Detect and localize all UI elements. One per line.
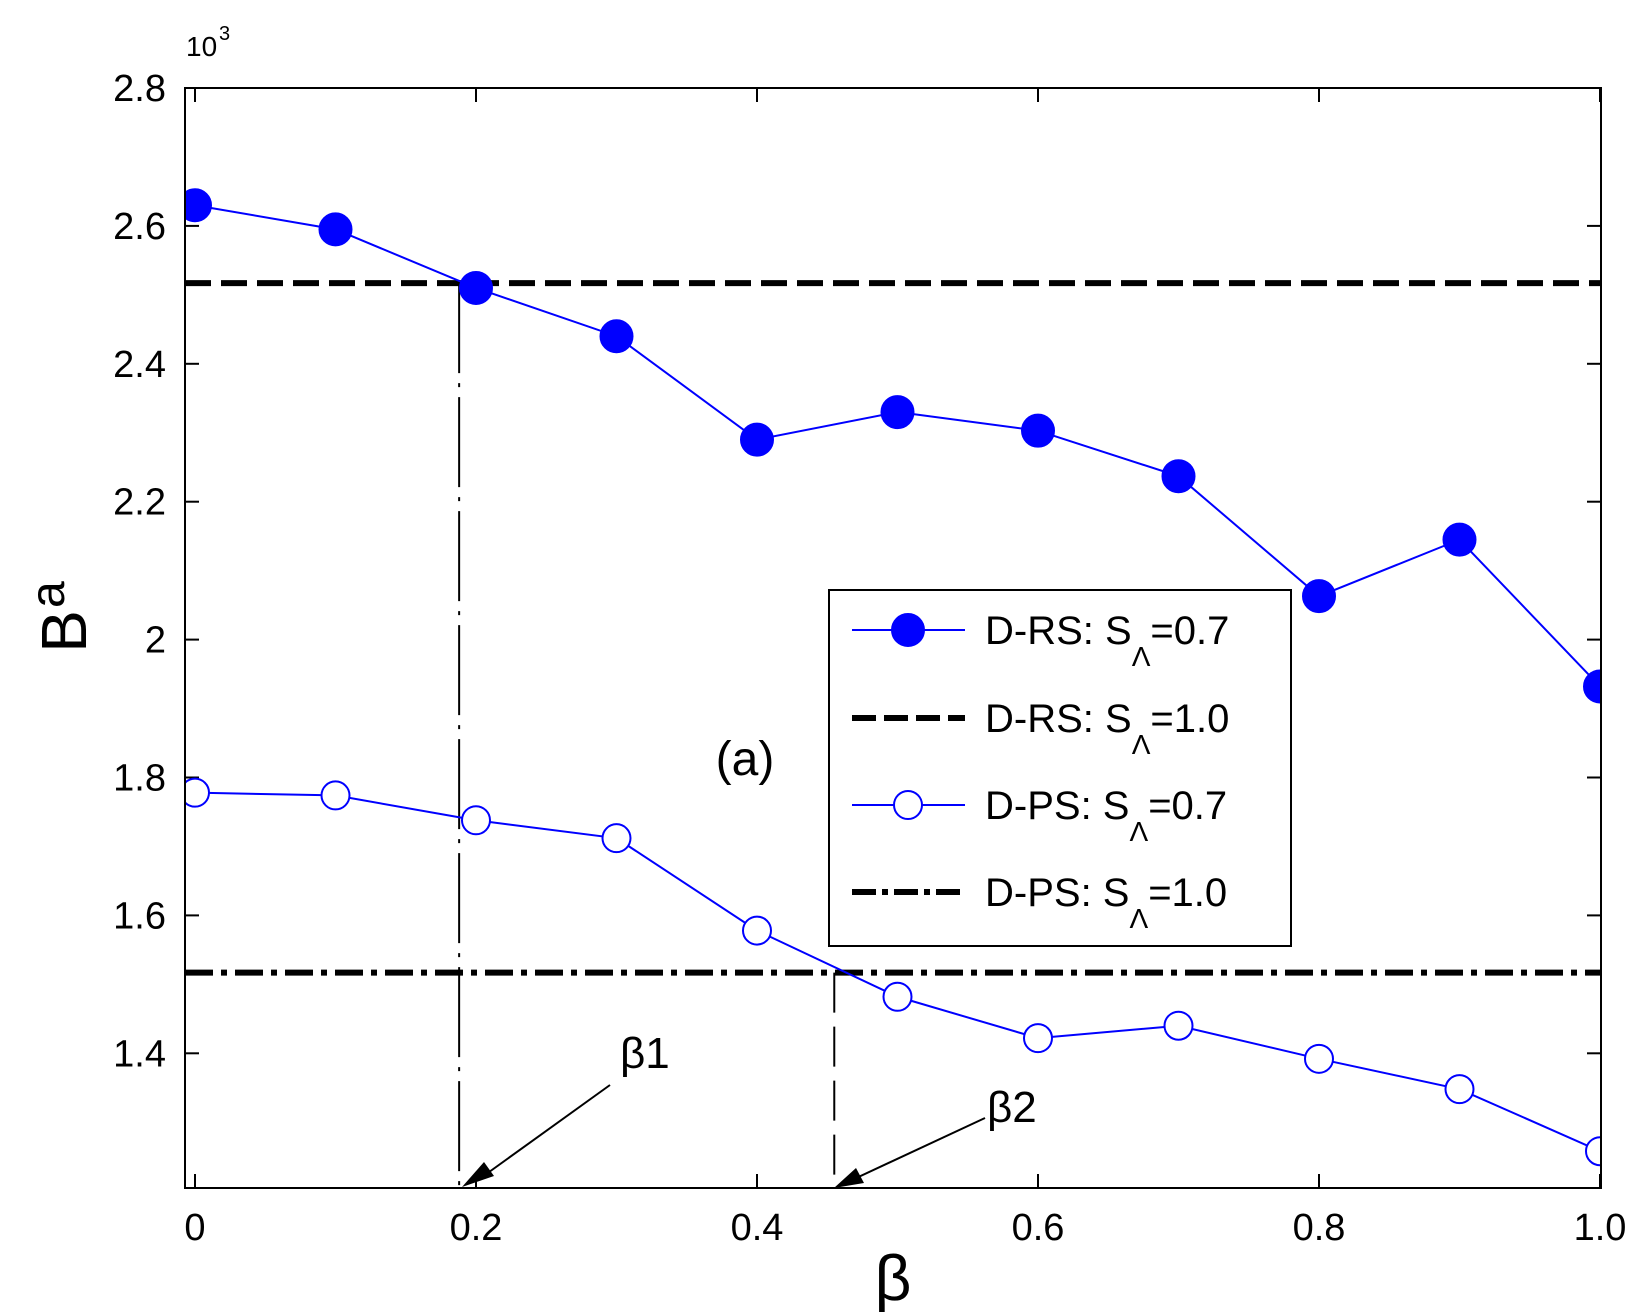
x-tick-label: 0.6 xyxy=(1012,1207,1065,1249)
data-point-drs07 xyxy=(1161,459,1196,494)
data-point-dps07 xyxy=(1304,1043,1334,1074)
legend-label-value: =0.7 xyxy=(1150,609,1229,653)
data-point-dps07 xyxy=(742,915,772,946)
legend-label-main: D-RS: S xyxy=(985,697,1132,741)
data-point-drs07 xyxy=(459,270,493,305)
data-point-drs07 xyxy=(880,395,915,430)
beta1-label: β1 xyxy=(620,1029,670,1078)
legend-label: D-PS: SΛ=1.0 xyxy=(985,871,1227,934)
y-tick-label: 1.4 xyxy=(113,1033,166,1075)
legend-label-main: D-PS: S xyxy=(985,871,1129,915)
data-point-drs07 xyxy=(1442,522,1477,557)
legend-swatch-marker xyxy=(893,790,923,820)
y-tick-label: 1.8 xyxy=(113,758,166,800)
y-tick-label: 2 xyxy=(145,620,166,662)
legend-label-main: D-PS: S xyxy=(985,784,1129,828)
plot-frame xyxy=(184,87,1602,1189)
beta2-label: β2 xyxy=(987,1083,1037,1132)
legend-label-subscript: Λ xyxy=(1132,729,1151,760)
reference-lines xyxy=(185,280,1601,976)
legend-items: D-RS: SΛ=0.7D-RS: SΛ=1.0D-PS: SΛ=0.7D-PS… xyxy=(852,609,1229,934)
legend-label: D-RS: SΛ=0.7 xyxy=(985,609,1229,672)
data-point-dps07 xyxy=(1163,1010,1194,1041)
y-tick-label: 2.2 xyxy=(113,482,166,524)
y-tick-label: 1.6 xyxy=(113,895,166,937)
legend-label-value: =1.0 xyxy=(1148,871,1227,915)
data-point-drs07 xyxy=(1302,579,1336,614)
y-axis-label-main: B xyxy=(28,610,100,653)
x-tick-label: 1.0 xyxy=(1574,1207,1627,1249)
legend: D-RS: SΛ=0.7D-RS: SΛ=1.0D-PS: SΛ=0.7D-PS… xyxy=(828,589,1292,947)
y-axis-label-superscript: a xyxy=(22,581,75,608)
data-point-dps07 xyxy=(461,805,491,836)
y-tick-label: 2.8 xyxy=(113,68,166,110)
data-point-dps07 xyxy=(185,777,210,808)
panel-label: (a) xyxy=(716,733,775,786)
data-point-drs07 xyxy=(599,319,634,354)
data-point-drs07 xyxy=(1021,413,1055,448)
legend-swatch-marker xyxy=(891,613,925,647)
legend-label-value: =0.7 xyxy=(1148,784,1227,828)
legend-label-subscript: Λ xyxy=(1129,816,1148,847)
legend-label-main: D-RS: S xyxy=(985,609,1132,653)
x-tick-label: 0 xyxy=(184,1207,205,1249)
data-point-dps07 xyxy=(320,780,351,811)
legend-box xyxy=(828,589,1292,947)
legend-label: D-RS: SΛ=1.0 xyxy=(985,697,1229,760)
tick-labels: 0 0.2 0.4 0.6 0.8 1.0 1.4 1.6 1.8 2 2.2 2.4 2.6 2.8 xyxy=(113,68,1626,1249)
x-axis-label: β xyxy=(875,1242,912,1312)
series-layer xyxy=(185,188,1601,1167)
data-point-dps07 xyxy=(1444,1074,1475,1105)
data-point-drs07 xyxy=(318,212,353,247)
legend-label: D-PS: SΛ=0.7 xyxy=(985,784,1227,847)
beta2-arrow-line xyxy=(851,1117,986,1181)
x-tick-label: 0.4 xyxy=(731,1207,784,1249)
beta-guide-lines xyxy=(458,283,836,1188)
beta1-arrow-line xyxy=(477,1084,611,1181)
y-axis-label: B a xyxy=(22,581,100,653)
data-point-drs07 xyxy=(740,422,774,457)
beta1-annotation: β1 xyxy=(462,1029,670,1187)
beta2-arrowhead xyxy=(834,1168,864,1188)
legend-label-value: =1.0 xyxy=(1150,697,1229,741)
data-point-dps07 xyxy=(601,823,632,854)
x-tick-label: 0.2 xyxy=(450,1207,503,1249)
y-scale-base: 10 xyxy=(186,31,217,62)
legend-label-subscript: Λ xyxy=(1132,641,1151,672)
data-point-dps07 xyxy=(1023,1023,1053,1054)
legend-label-subscript: Λ xyxy=(1129,903,1148,934)
y-scale-exponent: 3 xyxy=(219,23,230,45)
beta1-arrowhead xyxy=(462,1162,494,1187)
beta2-annotation: β2 xyxy=(834,1083,1037,1188)
y-tick-label: 2.4 xyxy=(113,344,166,386)
y-tick-label: 2.6 xyxy=(113,206,166,248)
data-point-drs07 xyxy=(185,188,212,223)
plot-area xyxy=(185,188,1601,1188)
data-point-dps07 xyxy=(882,981,913,1012)
x-tick-label: 0.8 xyxy=(1293,1207,1346,1249)
